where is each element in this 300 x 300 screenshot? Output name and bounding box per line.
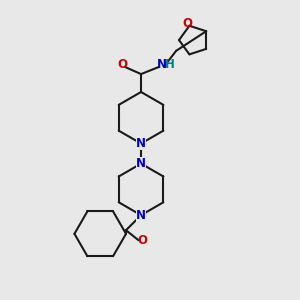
Text: N: N [136, 209, 146, 222]
Text: N: N [157, 58, 167, 71]
Text: O: O [182, 17, 192, 30]
Text: N: N [136, 157, 146, 170]
Text: N: N [136, 137, 146, 150]
Text: O: O [117, 58, 127, 71]
Text: H: H [165, 58, 175, 71]
Text: O: O [137, 235, 147, 248]
